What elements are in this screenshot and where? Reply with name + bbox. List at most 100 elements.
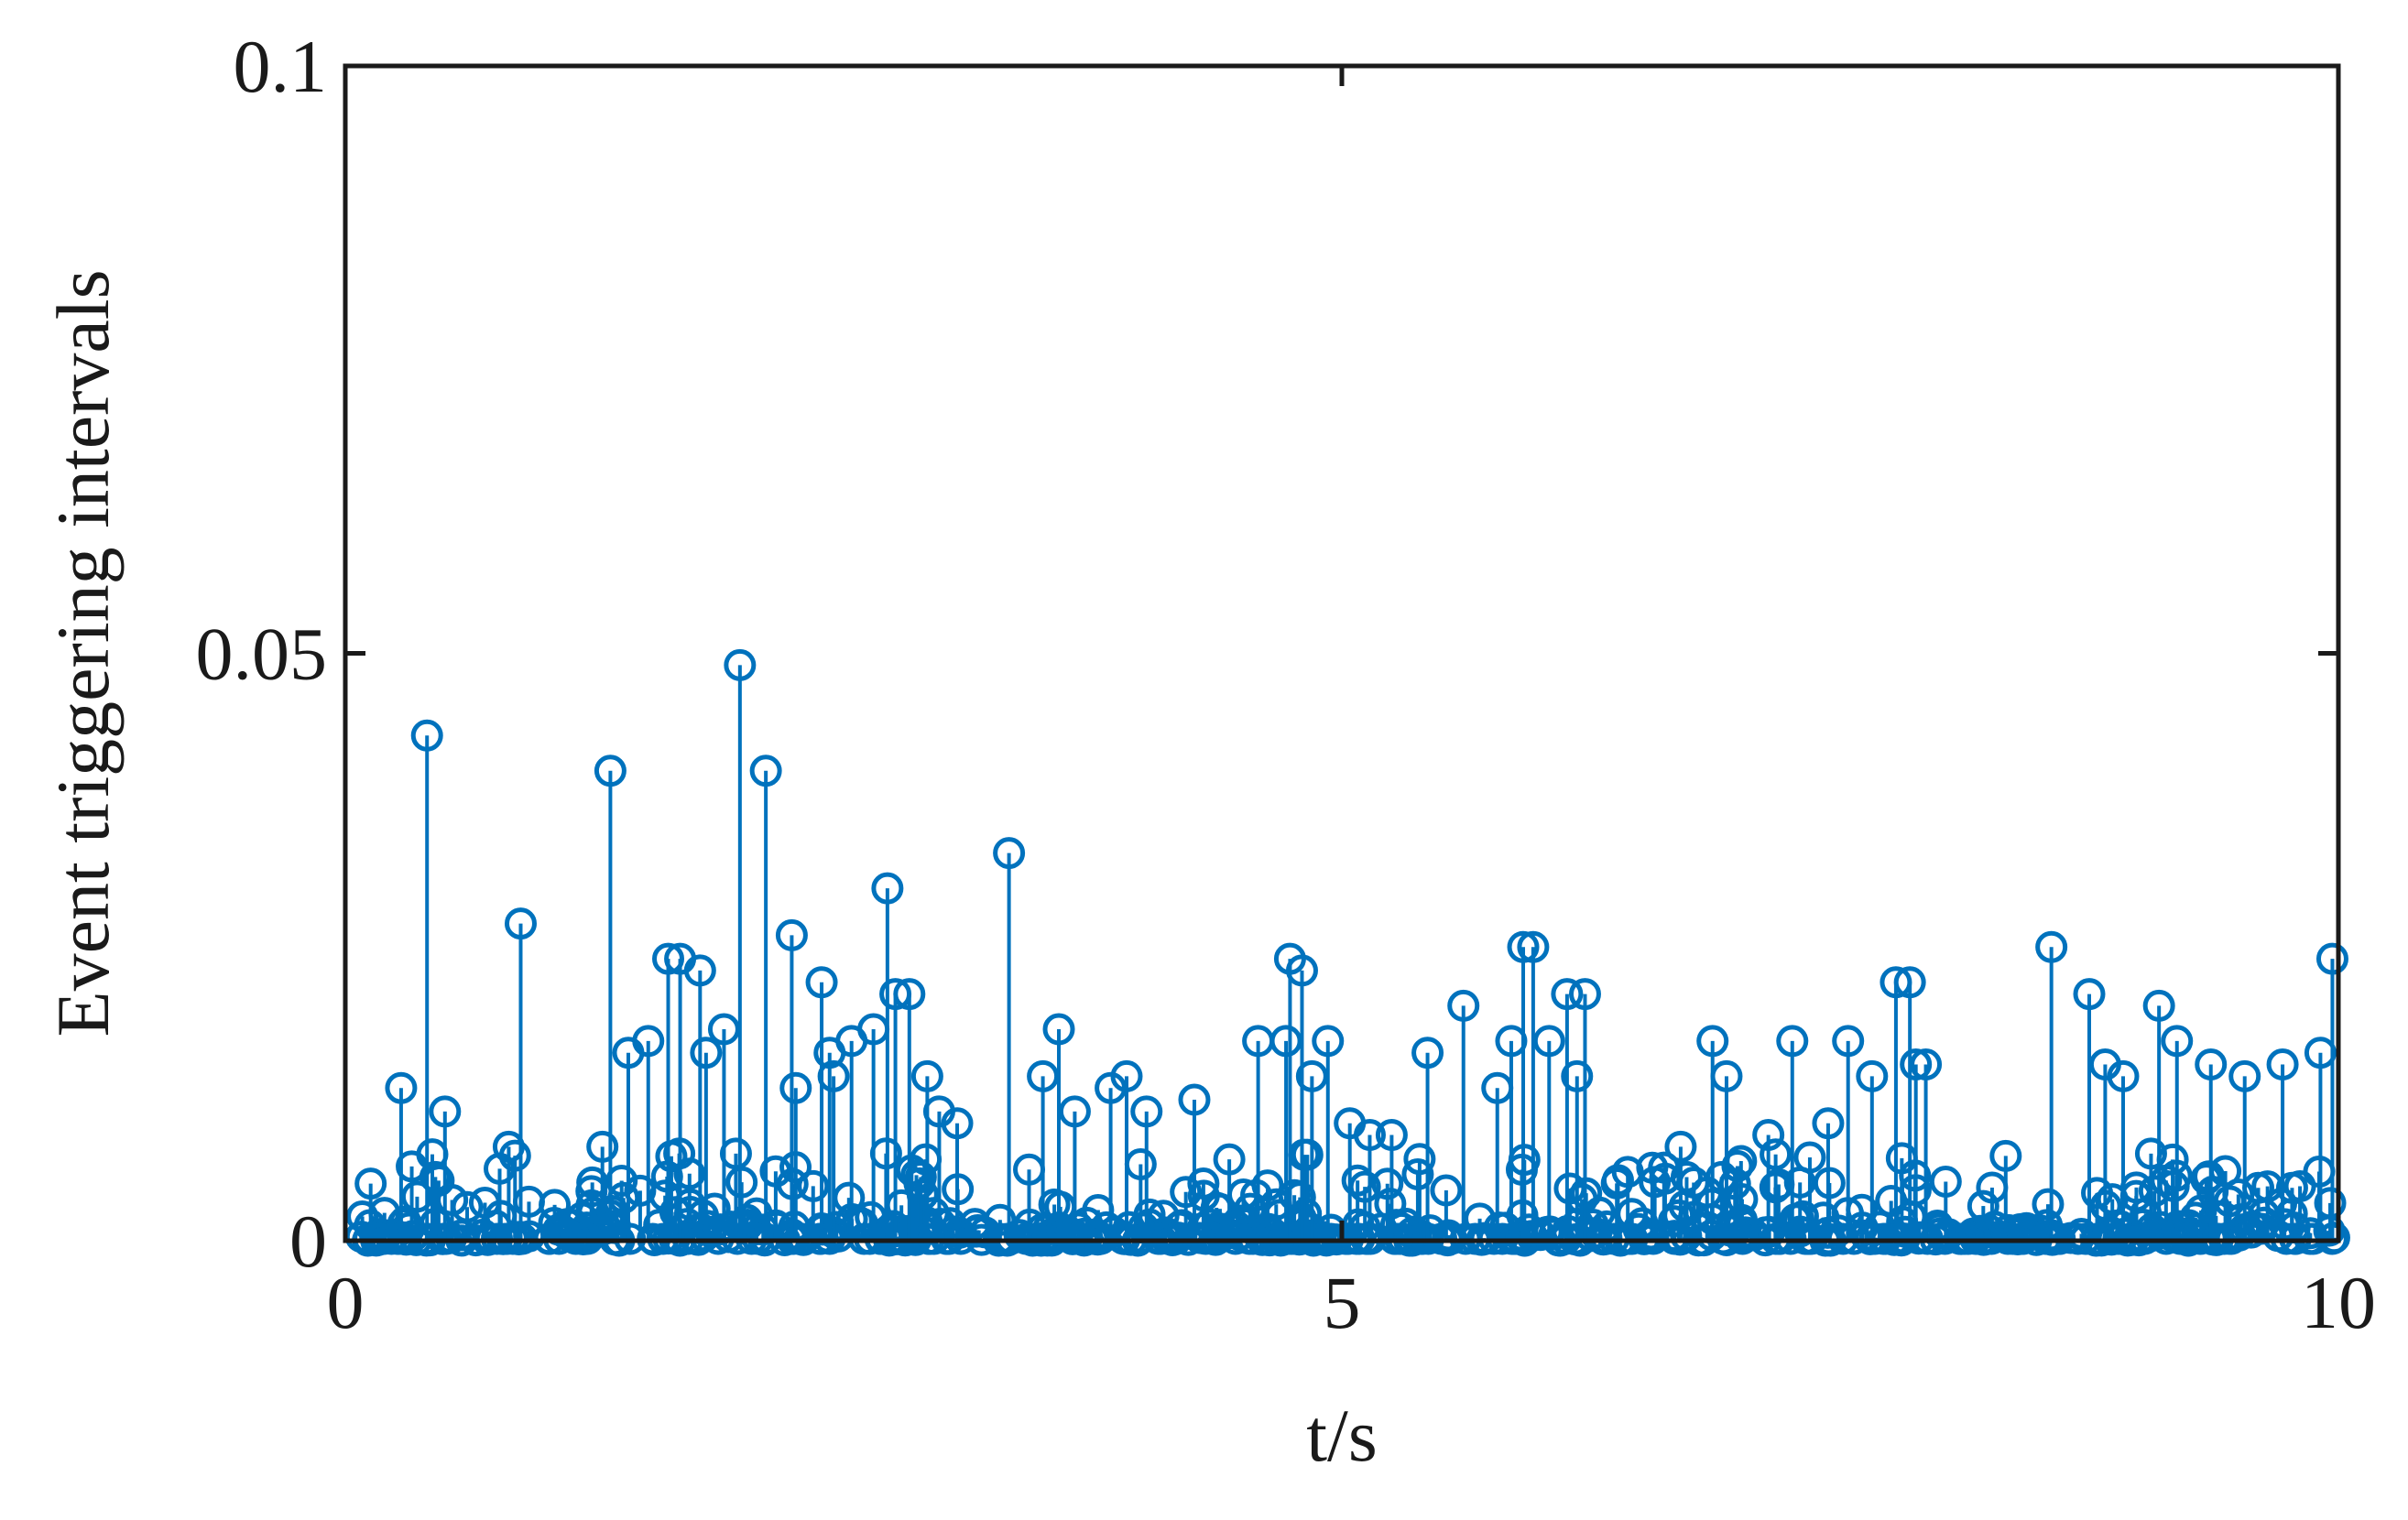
data-point [1989,1139,2022,1172]
data-point [893,978,926,1011]
data-point [1662,1199,1695,1232]
data-point [1187,1179,1220,1212]
data-point [775,918,808,951]
data-point [683,954,716,987]
data-point [1551,978,1584,1011]
data-point [2228,1059,2261,1092]
data-point [1058,1095,1091,1128]
data-point [1285,954,1318,987]
tick-labels: 0 5 10 0 0.05 0.1 [196,25,2377,1344]
data-point [1517,930,1550,963]
data-point [1710,1059,1743,1092]
data-point [576,1166,609,1199]
data-point [1776,1025,1809,1058]
data-point [1856,1059,1889,1092]
data-point [1110,1059,1143,1092]
data-point [594,755,627,787]
data-point [1532,1025,1565,1058]
x-tick-label: 10 [2301,1261,2376,1344]
data-point [346,1200,379,1233]
data-point [1900,1048,1933,1081]
data-point [354,1167,387,1200]
data-point [1295,1059,1328,1092]
data-point [429,1095,462,1128]
data-point [2161,1025,2194,1058]
data-point [871,872,904,905]
data-point [1611,1156,1644,1189]
data-point [451,1190,484,1223]
plot-frame [343,63,2341,1243]
data-point [419,1160,452,1193]
data-point [2190,1163,2223,1196]
data-point [2195,1048,2228,1081]
data-point [1213,1143,1246,1176]
axis-ticks [343,63,2341,1243]
plot-area [344,648,2350,1257]
data-point [1401,1158,1434,1191]
data-point [1910,1048,1943,1081]
data-point [1705,1161,1738,1194]
data-point [993,837,1026,870]
data-point [2266,1048,2299,1081]
data-point [1783,1166,1816,1199]
data-point [2138,1175,2171,1208]
data-point [1371,1167,1404,1200]
data-point [2222,1178,2255,1211]
data-point [1269,1025,1302,1058]
data-point [422,1164,455,1197]
data-point [2073,978,2106,1011]
data-point [707,1013,740,1046]
data-point [410,719,443,752]
data-point [724,648,757,681]
x-tick-label: 5 [1324,1261,1361,1344]
data-point [1130,1095,1163,1128]
data-point [941,1107,974,1140]
data-point [1760,1138,1792,1171]
data-point [596,1194,629,1227]
data-point [2032,1188,2065,1221]
data-point [1375,1119,1408,1152]
x-axis-label: t/s [1306,1394,1377,1477]
data-point [1812,1107,1845,1140]
data-point [1353,1119,1386,1152]
data-point [1568,978,1601,1011]
data-point [1507,930,1540,963]
data-point [385,1071,418,1104]
data-point [2142,989,2175,1022]
data-point [1291,1138,1324,1171]
data-point [749,755,782,787]
data-point [1447,989,1480,1022]
data-point [1147,1200,1180,1232]
data-point [1893,966,1926,999]
data-point [910,1059,943,1092]
data-point [1411,1037,1444,1069]
data-point [2035,930,2068,963]
data-point [797,1169,830,1202]
data-point [1403,1143,1436,1176]
data-point [900,1158,933,1191]
data-point [2107,1059,2140,1092]
data-point [1042,1013,1075,1046]
data-point [1639,1166,1672,1199]
data-point [1929,1165,1962,1198]
data-point [1170,1176,1203,1209]
data-point [632,1025,665,1058]
data-point [2315,942,2348,975]
data-point [1234,1192,1267,1225]
data-point [690,1037,723,1069]
data-point [779,1071,812,1104]
data-point [1967,1189,1999,1222]
data-point [1664,1130,1697,1163]
data-point [504,907,537,940]
data-point [2134,1137,2167,1170]
data-point [1561,1059,1594,1092]
data-point [1027,1059,1060,1092]
y-axis-label: Event triggering intervals [41,270,125,1037]
y-tick-label: 0 [289,1200,327,1283]
data-point [1752,1119,1785,1152]
data-point [1251,1169,1284,1202]
data-point [586,1130,619,1163]
data-point [1832,1025,1865,1058]
data-point [1430,1174,1463,1207]
